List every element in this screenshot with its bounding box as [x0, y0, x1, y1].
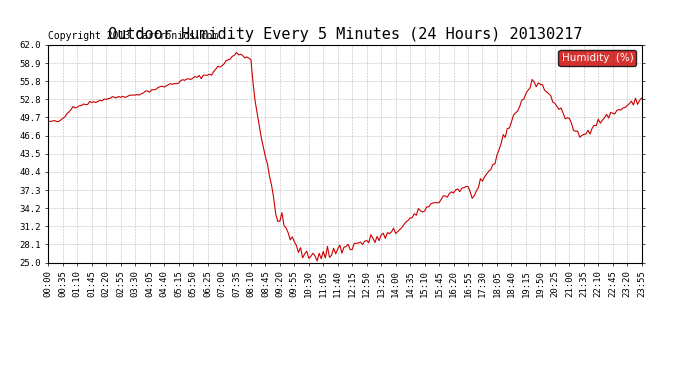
Legend: Humidity  (%): Humidity (%)	[558, 50, 636, 66]
Text: Copyright 2013 Cartronics.com: Copyright 2013 Cartronics.com	[48, 31, 219, 40]
Title: Outdoor Humidity Every 5 Minutes (24 Hours) 20130217: Outdoor Humidity Every 5 Minutes (24 Hou…	[108, 27, 582, 42]
